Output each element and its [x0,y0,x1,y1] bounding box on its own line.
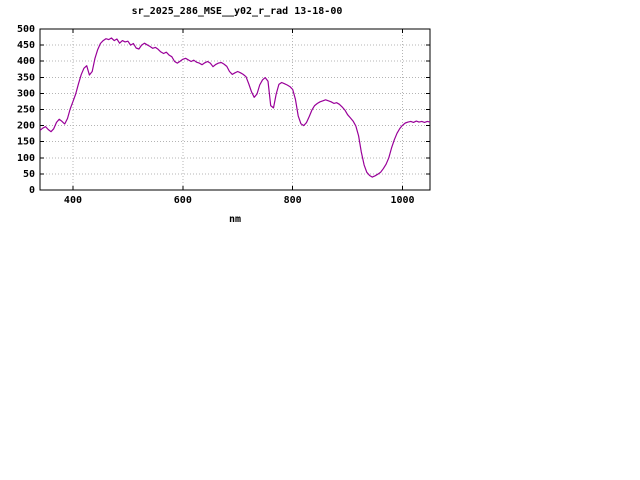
y-tick-label: 250 [17,105,35,116]
y-tick-label: 450 [17,40,35,51]
spectrum-chart: sr_2025_286_MSE__y02_r_rad 13-18-00 400 6… [0,0,445,232]
x-tick-label: 1000 [390,195,414,206]
x-axis-label: nm [229,214,241,225]
plot-layers: 400 600 800 1000 0 50 100 150 200 250 300 350 400 450… [17,24,431,206]
series-line [39,37,431,178]
x-tick-label: 800 [284,195,302,206]
y-tick-label: 200 [17,121,35,132]
chart-title: sr_2025_286_MSE__y02_r_rad 13-18-00 [132,6,343,17]
x-tick-label: 400 [64,195,82,206]
y-tick-label: 150 [17,137,35,148]
x-tick-label: 600 [174,195,192,206]
y-tick-label: 0 [29,185,35,196]
y-tick-label: 300 [17,88,35,99]
y-tick-label: 350 [17,72,35,83]
y-tick-label: 50 [23,169,35,180]
y-tick-label: 400 [17,56,35,67]
y-tick-label: 500 [17,24,35,35]
spectrum-plot-canvas: sr_2025_286_MSE__y02_r_rad 13-18-00 400 6… [17,6,431,225]
y-tick-label: 100 [17,153,35,164]
